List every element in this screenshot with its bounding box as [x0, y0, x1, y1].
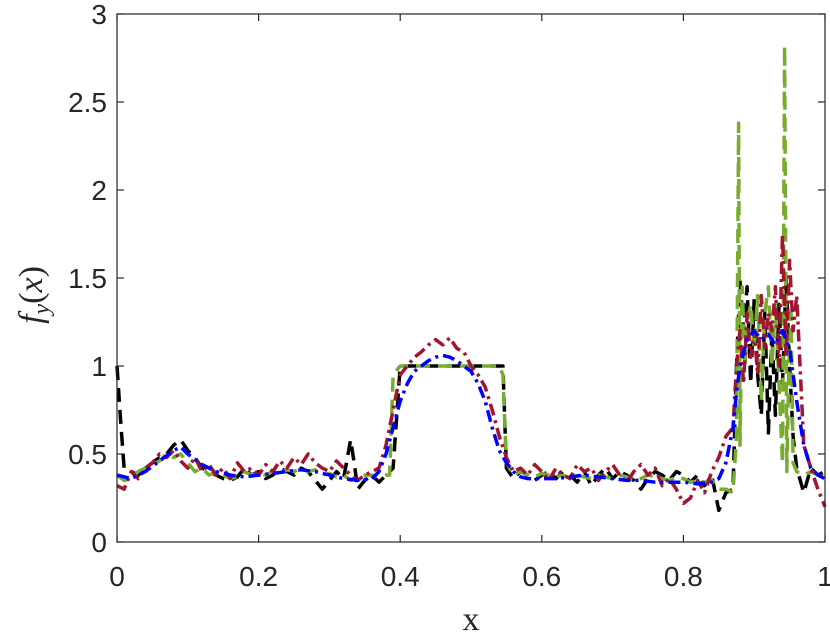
plot-area [117, 14, 825, 542]
tick-labels-layer: 0 0.2 0.4 0.6 0.8 1 0 0.5 1 1.5 2 2.5 3 [68, 0, 830, 592]
y-tick-label: 1.5 [68, 263, 107, 294]
y-tick-label: 1 [91, 351, 107, 382]
series-line-3 [116, 232, 827, 508]
y-tick-label: 0 [91, 527, 107, 558]
series-line-4 [116, 329, 826, 486]
y-axis-title-close-paren: ) [13, 266, 50, 277]
x-tick-label: 0 [109, 561, 125, 592]
ticks-layer [116, 13, 826, 543]
svg-text:fy(x): fy(x) [13, 266, 55, 324]
series-layer [115, 43, 827, 513]
y-tick-label: 2.5 [68, 87, 107, 118]
y-tick-label: 2 [91, 175, 107, 206]
y-axis-title: fy(x) [13, 266, 55, 324]
x-tick-label: 0.2 [239, 561, 278, 592]
y-axis-title-x: x [13, 277, 50, 293]
x-axis-title: x [463, 601, 480, 636]
y-axis-title-subscript: y [29, 303, 55, 316]
x-tick-label: 0.6 [522, 561, 561, 592]
y-tick-label: 0.5 [68, 439, 107, 470]
x-tick-label: 0.8 [664, 561, 703, 592]
y-tick-label: 3 [91, 0, 107, 30]
x-tick-label: 1 [817, 561, 830, 592]
y-axis-title-open-paren: ( [13, 292, 50, 303]
x-tick-label: 0.4 [381, 561, 420, 592]
